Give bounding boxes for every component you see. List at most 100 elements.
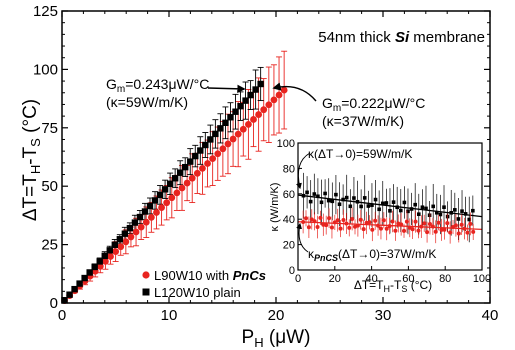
inset-fit-line <box>297 194 483 218</box>
inset-data-point <box>402 228 407 233</box>
y-tick-label: 0 <box>50 295 58 312</box>
data-point <box>112 248 120 256</box>
legend-marker-pncs <box>142 271 150 279</box>
inset-data-point <box>312 192 317 196</box>
inset-y-tick-label: 20 <box>283 240 295 252</box>
data-point <box>127 233 135 241</box>
data-point <box>101 252 108 260</box>
inset-data-point <box>433 229 438 234</box>
inset-arrow-pncs <box>296 222 309 253</box>
data-point <box>122 238 130 246</box>
data-point <box>255 111 263 118</box>
data-point <box>227 114 234 121</box>
data-point <box>173 189 181 197</box>
inset-data-point <box>398 208 403 213</box>
inset-data-point <box>347 225 352 230</box>
inset-data-point <box>416 212 421 216</box>
x-tick-label: 10 <box>161 307 178 324</box>
x-tick-label: 0 <box>58 307 66 324</box>
inset-data-point <box>471 208 475 213</box>
annotation-plain-arrow <box>207 84 246 94</box>
data-point <box>237 102 244 110</box>
inset-data-point <box>445 221 450 226</box>
inset-data-point <box>338 226 343 231</box>
data-point <box>182 163 189 171</box>
data-point <box>224 140 232 148</box>
inset-data-point <box>420 205 425 210</box>
inset-data-point <box>341 197 345 202</box>
inset-data-point <box>422 221 427 226</box>
inset-data-point <box>468 221 473 226</box>
data-point <box>121 230 129 237</box>
data-point <box>142 218 150 226</box>
data-point <box>214 150 222 158</box>
inset-data-point <box>362 196 367 200</box>
inset-y-tick-label: 40 <box>283 214 295 226</box>
x-tick-label: 30 <box>375 307 392 324</box>
data-point <box>188 174 196 182</box>
inset-data-point <box>459 222 464 227</box>
inset-data-point <box>366 204 371 208</box>
inset-label-pncs: κPnCS(ΔT→0)=37W/m/K <box>308 247 436 263</box>
data-point <box>81 274 88 282</box>
inset-data-point <box>435 210 439 215</box>
inset-data-point <box>334 192 338 197</box>
x-tick-label: 20 <box>268 307 285 324</box>
inset-data-point <box>431 204 436 209</box>
data-point <box>117 243 125 251</box>
inset-data-point <box>316 194 320 199</box>
data-point <box>212 130 219 138</box>
inset-data-point <box>330 199 335 204</box>
data-point <box>192 152 199 160</box>
inset-data-point <box>442 205 446 209</box>
annotation-plain-gm: Gm=0.243μW/°C <box>106 76 209 95</box>
data-point <box>146 202 154 210</box>
data-point <box>209 155 217 163</box>
inset-data-point <box>442 227 447 232</box>
data-point <box>244 120 252 128</box>
x-axis-title: PH (μW) <box>242 327 311 350</box>
inset-data-point <box>337 202 342 207</box>
inset-data-point <box>370 203 374 207</box>
data-point <box>270 96 278 104</box>
inset-data-point <box>329 225 334 230</box>
inset-data-point <box>309 217 314 222</box>
inset-data-point <box>384 201 389 205</box>
data-point <box>187 158 194 165</box>
data-point <box>247 91 254 99</box>
inset-data-point <box>453 208 457 212</box>
inset-data-point <box>425 230 430 235</box>
data-point <box>250 116 257 123</box>
inset-data-point <box>456 231 461 236</box>
inset-data-point <box>463 212 468 216</box>
inset-data-point <box>378 226 383 231</box>
inset-data-point <box>380 201 385 206</box>
inset-data-point <box>359 204 363 209</box>
inset-data-point <box>319 200 324 205</box>
y-tick-label: 125 <box>33 3 58 20</box>
data-point <box>158 204 165 211</box>
inset-data-point <box>388 209 392 213</box>
inset-y-tick-label: 80 <box>283 163 295 175</box>
data-point <box>199 165 206 172</box>
inset-x-tick-label: 80 <box>439 273 451 285</box>
inset-x-tick-label: 20 <box>329 273 341 285</box>
inset-data-point <box>384 226 389 231</box>
data-point <box>217 125 224 132</box>
inset-data-point <box>391 200 396 204</box>
inset-fit-line <box>297 221 483 231</box>
inset-frame <box>297 142 483 271</box>
inset-data-point <box>352 196 356 200</box>
inset-data-point <box>439 227 444 232</box>
inset-data-point <box>373 218 378 223</box>
data-point <box>275 91 283 99</box>
inset-data-point <box>350 216 355 221</box>
data-point <box>131 219 139 226</box>
inset-data-point <box>335 218 340 223</box>
y-tick-label: 100 <box>33 61 58 78</box>
inset-data-point <box>348 204 353 209</box>
inset-data-point <box>323 191 327 196</box>
data-point <box>242 97 249 104</box>
inset-x-tick-label: 0 <box>295 273 301 285</box>
annotation-pncs-kappa: (κ=37W/m/K) <box>322 113 404 129</box>
